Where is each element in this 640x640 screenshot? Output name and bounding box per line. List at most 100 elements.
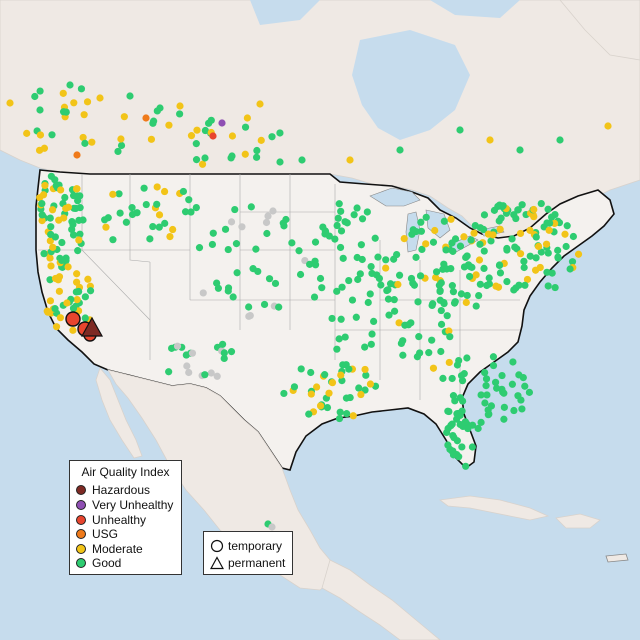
station-marker bbox=[428, 301, 436, 310]
station-marker bbox=[543, 268, 551, 276]
station-marker bbox=[218, 119, 226, 127]
station-marker bbox=[80, 111, 88, 119]
station-marker bbox=[382, 256, 390, 264]
station-marker bbox=[126, 92, 134, 100]
station-marker bbox=[104, 214, 112, 222]
station-marker bbox=[60, 214, 68, 222]
station-marker bbox=[59, 89, 67, 97]
station-marker bbox=[263, 229, 271, 238]
arctic-channel bbox=[430, 0, 520, 18]
station-marker bbox=[446, 445, 454, 453]
station-marker bbox=[337, 207, 345, 215]
lake-superior bbox=[369, 187, 421, 207]
station-marker bbox=[429, 238, 438, 246]
station-marker bbox=[561, 230, 569, 238]
cuba bbox=[438, 495, 550, 521]
station-marker bbox=[361, 343, 369, 351]
station-marker bbox=[61, 193, 69, 202]
legend-label: Unhealthy bbox=[92, 513, 147, 527]
station-marker bbox=[352, 313, 360, 321]
station-marker bbox=[233, 269, 241, 277]
station-marker bbox=[417, 227, 426, 235]
station-marker bbox=[109, 236, 117, 244]
station-marker bbox=[449, 247, 457, 255]
station-marker bbox=[348, 296, 357, 304]
station-marker bbox=[489, 361, 498, 370]
station-marker bbox=[562, 242, 570, 251]
station-marker bbox=[384, 295, 393, 303]
station-marker bbox=[532, 233, 540, 241]
greenland bbox=[559, 0, 640, 61]
station-marker bbox=[336, 243, 345, 252]
station-marker bbox=[343, 219, 351, 227]
station-marker bbox=[228, 152, 236, 160]
station-marker bbox=[361, 365, 369, 374]
station-marker bbox=[181, 208, 190, 216]
station-marker bbox=[224, 287, 232, 295]
station-marker bbox=[295, 247, 303, 255]
station-marker bbox=[323, 403, 332, 412]
station-marker bbox=[393, 250, 401, 259]
station-marker bbox=[114, 147, 122, 156]
station-marker bbox=[335, 335, 343, 343]
state-borders bbox=[38, 174, 520, 400]
station-marker bbox=[554, 254, 562, 262]
baja-peninsula bbox=[95, 367, 143, 459]
station-marker bbox=[489, 231, 497, 239]
station-marker bbox=[416, 272, 425, 280]
station-marker bbox=[418, 245, 426, 254]
station-marker bbox=[356, 270, 364, 278]
station-marker bbox=[38, 211, 46, 219]
station-marker bbox=[468, 263, 476, 271]
station-marker bbox=[487, 402, 496, 410]
station-marker bbox=[542, 240, 551, 248]
station-marker bbox=[439, 374, 447, 382]
station-marker bbox=[38, 199, 46, 208]
station-marker bbox=[481, 399, 489, 407]
station-marker bbox=[480, 247, 488, 255]
station-marker bbox=[57, 186, 65, 194]
station-marker bbox=[192, 156, 201, 164]
station-marker bbox=[47, 230, 55, 239]
station-marker bbox=[437, 306, 445, 315]
station-marker bbox=[176, 110, 184, 118]
usg-dot-icon bbox=[76, 529, 86, 539]
station-marker bbox=[500, 389, 508, 397]
station-marker bbox=[279, 219, 287, 227]
station-marker bbox=[192, 140, 200, 148]
station-marker bbox=[491, 378, 500, 386]
station-marker bbox=[463, 354, 471, 362]
station-marker bbox=[46, 214, 54, 222]
station-marker bbox=[510, 406, 518, 415]
station-marker bbox=[290, 383, 299, 391]
station-marker bbox=[318, 284, 326, 292]
station-marker bbox=[454, 409, 462, 418]
station-marker bbox=[142, 114, 150, 122]
station-marker bbox=[328, 314, 336, 323]
station-marker bbox=[458, 377, 467, 385]
station-marker bbox=[83, 98, 92, 106]
station-marker bbox=[51, 305, 59, 313]
station-marker bbox=[537, 199, 545, 208]
station-marker bbox=[349, 412, 357, 420]
station-marker bbox=[23, 129, 31, 137]
station-marker bbox=[345, 276, 353, 285]
station-marker bbox=[262, 218, 271, 227]
station-marker bbox=[169, 225, 177, 234]
station-marker bbox=[417, 218, 425, 226]
station-marker bbox=[512, 214, 520, 223]
station-marker bbox=[534, 242, 543, 251]
station-marker bbox=[566, 265, 574, 273]
station-marker bbox=[228, 132, 237, 140]
station-marker bbox=[149, 222, 157, 231]
station-marker bbox=[537, 248, 545, 256]
station-marker bbox=[207, 116, 215, 124]
hispaniola bbox=[555, 513, 601, 529]
station-marker bbox=[453, 361, 462, 369]
station-marker bbox=[440, 217, 448, 225]
station-marker bbox=[446, 333, 454, 341]
station-marker bbox=[337, 315, 345, 323]
station-marker bbox=[496, 225, 504, 233]
station-marker bbox=[31, 92, 39, 101]
station-marker bbox=[333, 221, 341, 230]
